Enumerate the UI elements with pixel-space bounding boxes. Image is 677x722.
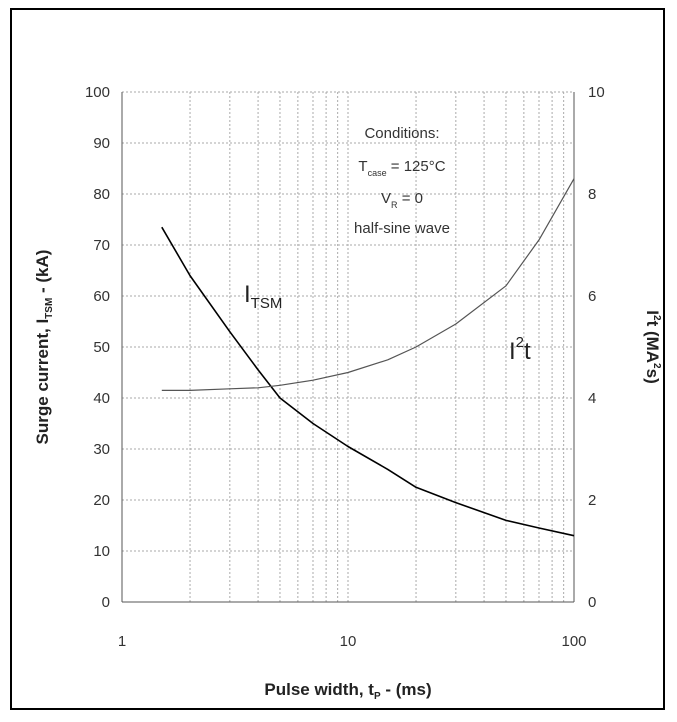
i2t-label-rest: t xyxy=(524,338,531,365)
y2-axis-title-sup2: 2 xyxy=(651,363,662,369)
y-tick-label: 70 xyxy=(93,237,110,254)
itsm-label-main: I xyxy=(244,281,251,308)
x-tick-label: 100 xyxy=(561,633,586,650)
y-tick-label: 100 xyxy=(85,84,110,101)
y2-axis-title-main: I xyxy=(643,310,662,315)
y-tick-label: 0 xyxy=(102,594,110,611)
y-axis-title-suffix: - (kA) xyxy=(33,250,52,298)
conditions-line1-sub: case xyxy=(368,168,387,178)
y-axis-title-main: Surge current, I xyxy=(33,319,52,445)
y-tick-label: 60 xyxy=(93,288,110,305)
chart-frame: 0 10 20 30 40 50 60 70 80 90 100 0 2 4 6 8 10 1 10 100 Co… xyxy=(10,8,665,710)
y-tick-label: 40 xyxy=(93,390,110,407)
y2-tick-label: 0 xyxy=(588,594,596,611)
x-tick-label: 1 xyxy=(118,633,126,650)
conditions-line1-rest: = 125°C xyxy=(387,158,446,175)
y-tick-label: 20 xyxy=(93,492,110,509)
y-tick-label: 80 xyxy=(93,186,110,203)
x-axis-title: Pulse width, tP - (ms) xyxy=(264,680,431,702)
y2-axis-title-end: s) xyxy=(643,369,662,384)
conditions-line2: VR = 0 xyxy=(381,190,423,210)
y2-tick-label: 2 xyxy=(588,492,596,509)
y-tick-label: 50 xyxy=(93,339,110,356)
conditions-line2-rest: = 0 xyxy=(398,190,423,207)
y-tick-label: 90 xyxy=(93,135,110,152)
y-tick-labels: 0 10 20 30 40 50 60 70 80 90 100 xyxy=(85,84,110,611)
x-axis-title-suffix: - (ms) xyxy=(381,680,432,699)
y2-tick-label: 6 xyxy=(588,288,596,305)
conditions-title: Conditions: xyxy=(364,125,439,142)
y2-tick-labels: 0 2 4 6 8 10 xyxy=(588,84,605,611)
i2t-label-sup: 2 xyxy=(516,334,524,351)
i2t-curve-label: I2t xyxy=(509,334,531,365)
x-tick-label: 10 xyxy=(340,633,357,650)
conditions-line3: half-sine wave xyxy=(354,220,450,237)
y2-tick-label: 4 xyxy=(588,390,596,407)
y2-axis-title: I2t (MA2s) xyxy=(643,310,662,383)
x-tick-labels: 1 10 100 xyxy=(118,633,587,650)
itsm-series-line xyxy=(161,226,575,537)
y2-tick-label: 8 xyxy=(588,186,596,203)
y2-axis-title-sup: 2 xyxy=(651,315,662,321)
i2t-label-main: I xyxy=(509,338,516,365)
y-tick-label: 30 xyxy=(93,441,110,458)
y-axis-title: Surge current, ITSM - (kA) xyxy=(33,250,55,445)
y-tick-label: 10 xyxy=(93,543,110,560)
y2-tick-label: 10 xyxy=(588,84,605,101)
x-axis-title-main: Pulse width, t xyxy=(264,680,374,699)
conditions-line2-main: V xyxy=(381,190,391,207)
y-axis-title-sub: TSM xyxy=(44,298,55,319)
itsm-curve-label: ITSM xyxy=(244,281,282,312)
surge-current-chart: 0 10 20 30 40 50 60 70 80 90 100 0 2 4 6 8 10 1 10 100 Co… xyxy=(33,84,662,702)
series-lines xyxy=(161,178,575,537)
y2-axis-title-suffix: t (MA xyxy=(643,321,662,363)
x-axis-title-sub: P xyxy=(374,691,381,702)
conditions-line2-sub: R xyxy=(391,200,398,210)
i2t-series-line xyxy=(161,178,575,391)
grid-horizontal xyxy=(122,91,574,552)
grid-vertical xyxy=(189,92,565,602)
conditions-line1-main: T xyxy=(358,158,367,175)
conditions-line1: Tcase = 125°C xyxy=(358,158,445,178)
itsm-label-sub: TSM xyxy=(251,295,283,312)
